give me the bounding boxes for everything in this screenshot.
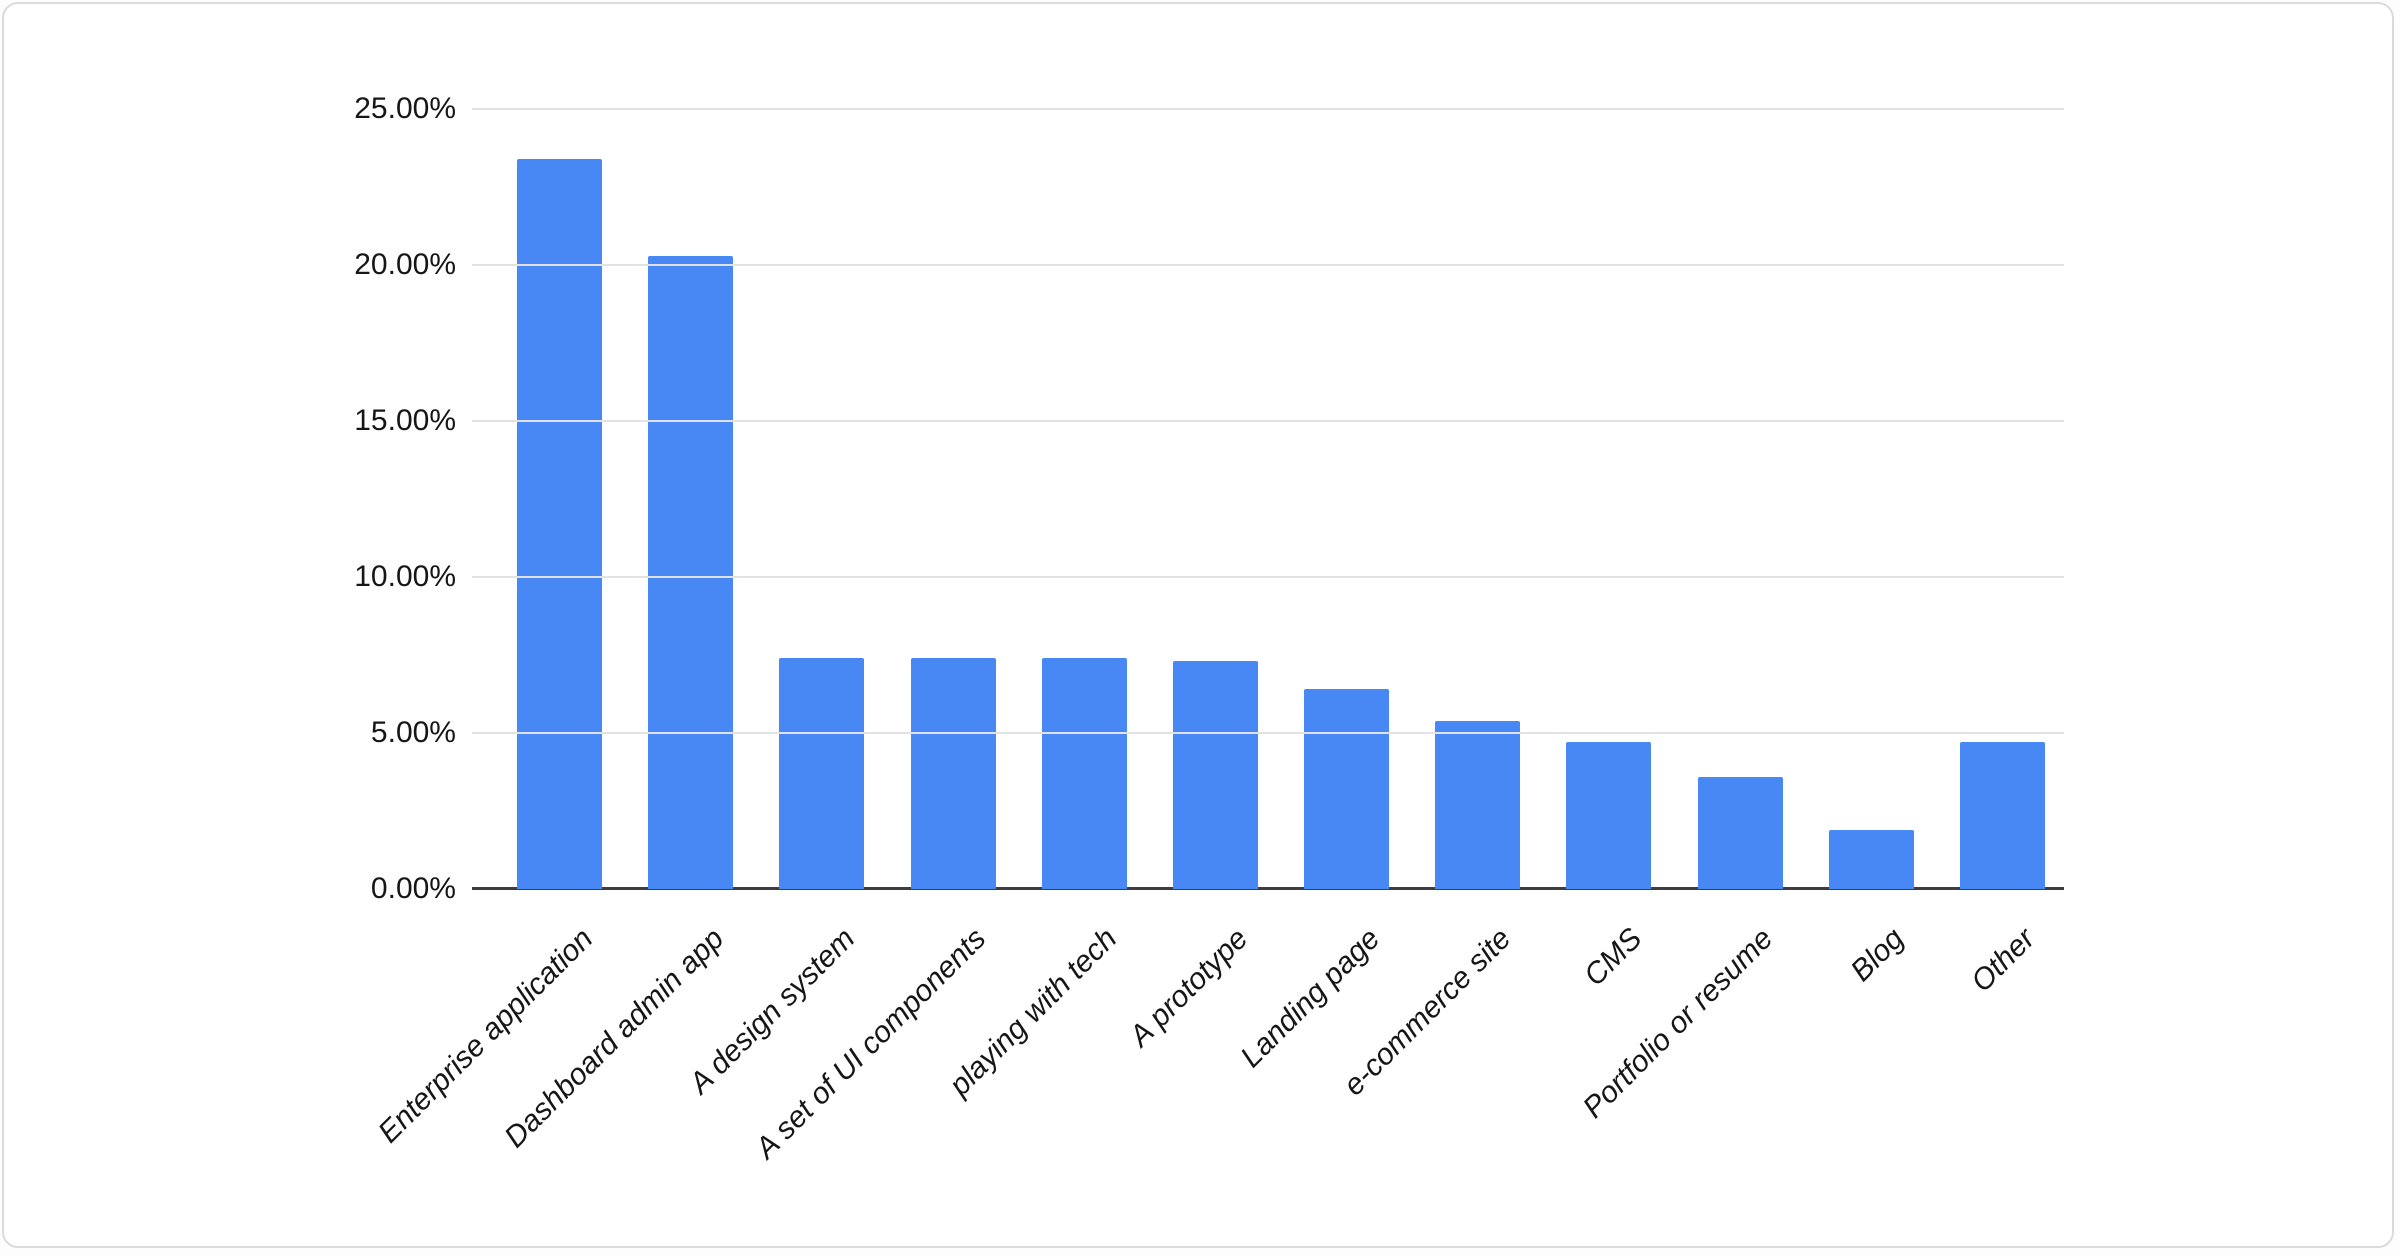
bar-slot-enterprise-application [494,109,625,889]
bar-slot-other [1937,109,2068,889]
bar-playing-with-tech[interactable] [1041,658,1127,889]
plot-area [472,108,2064,890]
y-axis-label-20pct: 20.00% [354,248,456,281]
y-axis-label-10pct: 10.00% [354,560,456,593]
bar-slot-portfolio-or-resume [1675,109,1806,889]
bars-region [494,109,2068,889]
bar-e-commerce-site[interactable] [1435,720,1521,889]
bar-slot-playing-with-tech [1019,109,1150,889]
gridline-20pct [472,264,2064,266]
y-axis-label-5pct: 5.00% [370,716,456,749]
bar-slot-a-set-of-ui-components [888,109,1019,889]
y-axis-label-25pct: 25.00% [354,92,456,125]
bar-slot-landing-page [1281,109,1412,889]
bar-a-design-system[interactable] [779,658,865,889]
bar-slot-blog [1806,109,1937,889]
gridline-10pct [472,576,2064,578]
bar-blog[interactable] [1828,829,1914,889]
bar-slot-e-commerce-site [1412,109,1543,889]
bar-landing-page[interactable] [1304,689,1390,889]
bar-slot-a-prototype [1150,109,1281,889]
gridline-5pct [472,732,2064,734]
bar-a-set-of-ui-components[interactable] [910,658,996,889]
bar-slot-dashboard-admin-app [625,109,756,889]
x-axis-label-enterprise-application: Enterprise application [371,922,599,1150]
y-axis-label-15pct: 15.00% [354,404,456,437]
bar-slot-a-design-system [756,109,887,889]
bar-enterprise-application[interactable] [517,158,603,889]
bar-dashboard-admin-app[interactable] [648,255,734,889]
bar-cms[interactable] [1566,742,1652,889]
bar-portfolio-or-resume[interactable] [1697,776,1783,889]
x-axis-line [472,887,2064,890]
bar-a-prototype[interactable] [1172,661,1258,889]
gridline-15pct [472,420,2064,422]
bar-slot-cms [1543,109,1674,889]
bar-other[interactable] [1959,742,2045,889]
gridline-25pct [472,108,2064,110]
y-axis-label-0pct: 0.00% [370,872,456,905]
